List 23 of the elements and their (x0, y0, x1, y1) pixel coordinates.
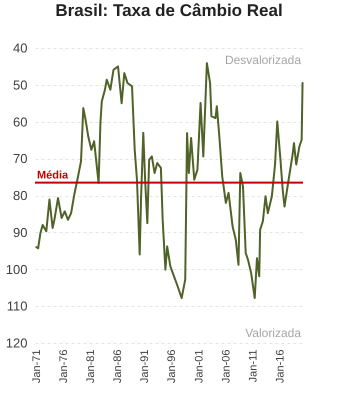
y-tick-label: 60 (13, 114, 28, 130)
annotation: Valorizada (245, 326, 302, 340)
y-tick-label: 90 (13, 224, 28, 240)
x-tick-label: Jan-01 (193, 350, 206, 384)
y-tick-label: 70 (13, 151, 28, 166)
x-tick-label: Jan-71 (30, 350, 43, 384)
x-tick-label: Jan-91 (139, 350, 152, 384)
y-tick-label: 50 (13, 77, 28, 92)
chart-title: Brasil: Taxa de Câmbio Real (55, 1, 283, 20)
ref-line-label: Média (37, 170, 70, 182)
y-tick-label: 100 (6, 262, 28, 277)
x-tick-label: Jan-16 (274, 350, 286, 384)
y-tick-label: 110 (6, 298, 28, 314)
y-tick-label: 40 (13, 40, 28, 56)
x-tick-label: Jan-06 (220, 350, 232, 384)
y-tick-label: 120 (6, 336, 28, 350)
annotation: Desvalorizada (224, 53, 302, 67)
y-tick-label: 80 (13, 188, 28, 203)
x-tick-label: Jan-96 (166, 350, 178, 384)
x-tick-label: Jan-76 (58, 350, 70, 384)
x-tick-label: Jan-81 (85, 350, 98, 384)
x-tick-label: Jan-86 (112, 350, 124, 384)
x-tick-label: Jan-11 (247, 350, 260, 382)
